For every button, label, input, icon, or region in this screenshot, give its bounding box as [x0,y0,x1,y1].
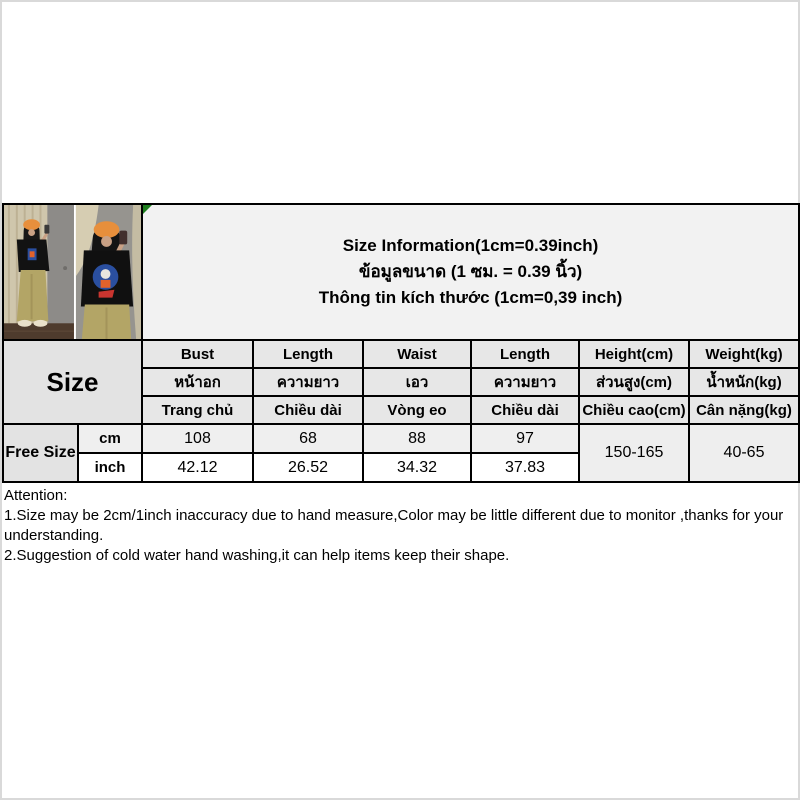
col-length1-vi: Chiều dài [252,395,365,426]
col-bust-vi: Trang chủ [141,395,255,426]
col-waist-en: Waist [362,339,473,370]
col-length1-th: ความยาว [252,367,365,398]
title-th: ข้อมูลขนาด (1 ซม. = 0.39 นิ้ว) [358,262,583,282]
size-corner-label: Size [1,339,144,426]
col-length2-th: ความยาว [470,367,581,398]
attention-notes: Attention: 1.Size may be 2cm/1inch inacc… [4,486,794,566]
size-table: Size Information(1cm=0.39inch) ข้อมูลขนา… [1,202,800,484]
col-length2-vi: Chiều dài [470,395,581,426]
col-length1-en: Length [252,339,365,370]
col-bust-th: หน้าอก [141,367,255,398]
cell-weight-range: 40-65 [688,423,800,484]
col-height-en: Height(cm) [578,339,691,370]
cell-length1-cm: 68 [252,423,365,455]
col-weight-en: Weight(kg) [688,339,800,370]
size-info-title-cell: Size Information(1cm=0.39inch) ข้อมูลขนา… [141,202,800,342]
cell-bust-cm: 108 [141,423,255,455]
col-waist-vi: Vòng eo [362,395,473,426]
col-waist-th: เอว [362,367,473,398]
cell-length2-cm: 97 [470,423,581,455]
col-weight-th: น้ำหนัก(kg) [688,367,800,398]
attention-note-2: 2.Suggestion of cold water hand washing,… [4,547,510,564]
col-weight-vi: Cân nặng(kg) [688,395,800,426]
row-label-free-size: Free Size [2,423,79,484]
unit-inch: inch [76,452,144,484]
cell-length2-inch: 37.83 [470,452,581,484]
unit-cm: cm [76,423,144,455]
product-photo-cell [1,202,144,342]
cell-waist-cm: 88 [362,423,473,455]
attention-heading: Attention: [4,487,68,504]
cell-bust-inch: 42.12 [141,452,255,484]
product-photo [5,206,141,339]
cell-height-range: 150-165 [578,423,691,484]
attention-note-1: 1.Size may be 2cm/1inch inaccuracy due t… [4,507,784,544]
col-bust-en: Bust [141,339,255,370]
cell-waist-inch: 34.32 [362,452,473,484]
cell-length1-inch: 26.52 [252,452,365,484]
col-height-vi: Chiều cao(cm) [578,395,691,426]
col-height-th: ส่วนสูง(cm) [578,367,691,398]
col-length2-en: Length [470,339,581,370]
title-en: Size Information(1cm=0.39inch) [342,236,599,256]
title-vi: Thông tin kích thước (1cm=0,39 inch) [318,288,623,308]
cell-flag-triangle [144,206,153,214]
